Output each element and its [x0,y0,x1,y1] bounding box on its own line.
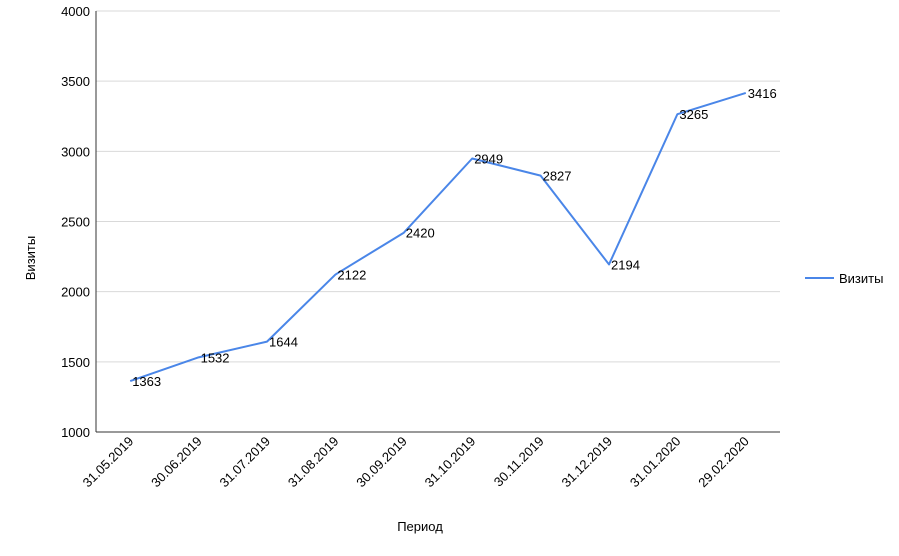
y-tick-label: 4000 [61,4,90,19]
data-label: 1644 [269,335,298,350]
series-line [129,91,747,383]
y-axis-title: Визиты [23,236,38,280]
data-labels: 1363 1532 1644 2122 2420 2949 2827 2194 3265 3416 [132,86,777,389]
data-label: 3416 [748,86,777,101]
x-tick-label: 31.01.2020 [627,434,684,491]
x-tick-label: 31.07.2019 [216,434,273,491]
data-label: 2122 [337,268,366,283]
data-label: 2420 [406,226,435,241]
x-tick-label: 30.06.2019 [148,434,205,491]
data-label: 2194 [611,257,640,272]
y-tick-label: 1500 [61,355,90,370]
data-label: 1532 [201,350,230,365]
data-label: 2827 [543,169,572,184]
data-label: 2949 [474,151,503,166]
x-tick-labels: 31.05.2019 30.06.2019 31.07.2019 31.08.2019… [80,434,752,491]
y-tick-label: 1000 [61,425,90,440]
y-tick-label: 3000 [61,144,90,159]
data-label: 1363 [132,374,161,389]
gridlines [96,10,780,363]
x-tick-label: 31.12.2019 [558,434,615,491]
legend: Визиты [805,271,883,286]
legend-label: Визиты [839,271,883,286]
x-axis-title: Период [397,519,443,534]
y-tick-label: 2500 [61,215,90,230]
data-label: 3265 [679,107,708,122]
y-tick-label: 3500 [61,74,90,89]
series [129,91,747,383]
axes [95,11,780,433]
x-tick-label: 30.11.2019 [491,434,547,490]
x-tick-label: 29.02.2020 [695,434,752,491]
y-tick-label: 2000 [61,285,90,300]
y-tick-labels: 1000 1500 2000 2500 3000 3500 4000 [61,4,90,440]
x-tick-label: 31.05.2019 [80,434,137,491]
x-tick-label: 31.08.2019 [285,434,342,491]
x-tick-label: 31.10.2019 [422,434,479,491]
x-tick-label: 30.09.2019 [353,434,410,491]
